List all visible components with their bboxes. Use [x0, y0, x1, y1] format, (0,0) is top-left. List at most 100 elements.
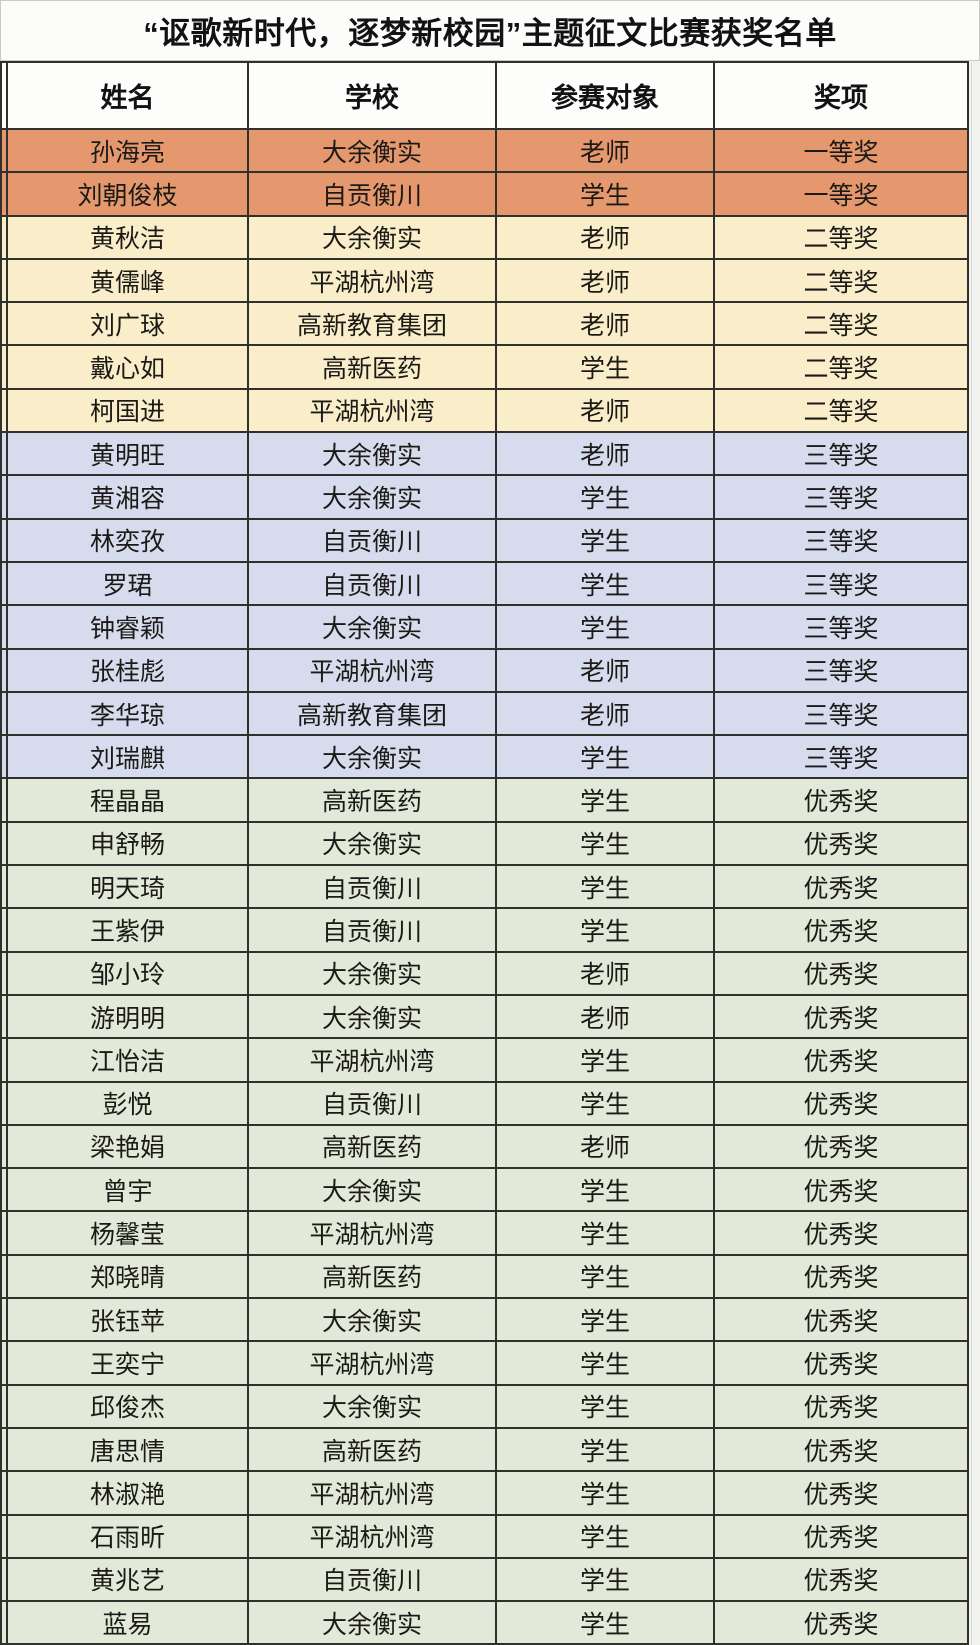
cell-school: 自贡衡川 [247, 1556, 497, 1603]
cell-name: 王奕宁 [6, 1340, 249, 1386]
column-header-role: 参赛对象 [495, 61, 715, 130]
page-title: “讴歌新时代，逐梦新校园”主题征文比赛获奖名单 [0, 0, 980, 61]
cell-award: 优秀奖 [713, 950, 969, 996]
cell-role: 学生 [495, 1253, 715, 1300]
table-row: 张钰苹 大余衡实 学生 优秀奖 [0, 1297, 969, 1343]
cell-role: 老师 [495, 950, 715, 996]
table-row: 刘瑞麒 大余衡实 学生 三等奖 [0, 734, 969, 780]
cell-role: 学生 [495, 734, 715, 780]
table-row: 黄兆艺 自贡衡川 学生 优秀奖 [0, 1556, 969, 1603]
cell-award: 优秀奖 [713, 1513, 969, 1559]
cell-name: 王紫伊 [6, 907, 249, 953]
cell-name: 张钰苹 [6, 1297, 249, 1343]
cell-name: 程晶晶 [6, 777, 249, 823]
cutoff-column-cell [0, 387, 8, 434]
cell-role: 老师 [495, 127, 715, 174]
cell-role: 老师 [495, 301, 715, 347]
table-row: 林淑滟 平湖杭州湾 学生 优秀奖 [0, 1470, 969, 1516]
table-body: 孙海亮 大余衡实 老师 一等奖 刘朝俊枝 自贡衡川 学生 一等奖 黄秋洁 大余衡… [0, 127, 969, 1645]
table-row: 游明明 大余衡实 老师 优秀奖 [0, 993, 969, 1040]
table-row: 林奕孜 自贡衡川 学生 三等奖 [0, 517, 969, 563]
cell-role: 老师 [495, 431, 715, 477]
cell-role: 学生 [495, 1470, 715, 1516]
cell-role: 学生 [495, 474, 715, 520]
next-column-gridline [971, 62, 972, 1645]
cell-school: 大余衡实 [247, 431, 497, 477]
cell-role: 学生 [495, 1210, 715, 1256]
cutoff-column-cell [0, 1123, 8, 1170]
cutoff-column-cell [0, 214, 8, 260]
cutoff-column-cell [0, 690, 8, 737]
cell-role: 学生 [495, 1037, 715, 1083]
cutoff-column-cell [0, 734, 8, 780]
cell-name: 李华琼 [6, 690, 249, 737]
table-row: 石雨昕 平湖杭州湾 学生 优秀奖 [0, 1513, 969, 1559]
cutoff-column-cell [0, 1297, 8, 1343]
cutoff-column-cell [0, 344, 8, 390]
cell-school: 平湖杭州湾 [247, 647, 497, 693]
table-row: 杨馨莹 平湖杭州湾 学生 优秀奖 [0, 1210, 969, 1256]
cutoff-column-cell [0, 604, 8, 650]
table-row: 王紫伊 自贡衡川 学生 优秀奖 [0, 907, 969, 953]
cutoff-column-cell [0, 474, 8, 520]
table-row: 彭悦 自贡衡川 学生 优秀奖 [0, 1080, 969, 1126]
cell-school: 大余衡实 [247, 1297, 497, 1343]
cell-role: 老师 [495, 993, 715, 1040]
table-row: 唐思情 高新医药 学生 优秀奖 [0, 1426, 969, 1473]
cell-school: 自贡衡川 [247, 171, 497, 217]
cell-school: 高新医药 [247, 1123, 497, 1170]
table-row: 程晶晶 高新医药 学生 优秀奖 [0, 777, 969, 823]
cutoff-column-cell [0, 1340, 8, 1386]
cell-role: 老师 [495, 214, 715, 260]
cutoff-column-cell [0, 907, 8, 953]
cell-name: 林奕孜 [6, 517, 249, 563]
cell-name: 刘广球 [6, 301, 249, 347]
cell-role: 学生 [495, 864, 715, 910]
cell-role: 学生 [495, 1513, 715, 1559]
column-header-name: 姓名 [6, 61, 249, 130]
cell-award: 优秀奖 [713, 1556, 969, 1603]
cell-role: 老师 [495, 690, 715, 737]
cutoff-column-cell [0, 820, 8, 867]
cell-name: 曾宇 [6, 1167, 249, 1213]
cell-name: 黄兆艺 [6, 1556, 249, 1603]
cell-role: 学生 [495, 1556, 715, 1603]
cell-name: 石雨昕 [6, 1513, 249, 1559]
cell-role: 学生 [495, 1600, 715, 1645]
table-header: 姓名 学校 参赛对象 奖项 [0, 61, 969, 130]
award-table: 姓名 学校 参赛对象 奖项 孙海亮 大余衡实 老师 一等奖 刘朝俊枝 自贡衡川 … [0, 61, 969, 1645]
cutoff-column-cell [0, 1037, 8, 1083]
cell-role: 老师 [495, 1123, 715, 1170]
cell-award: 优秀奖 [713, 1600, 969, 1645]
cutoff-column-cell [0, 301, 8, 347]
table-row: 申舒畅 大余衡实 学生 优秀奖 [0, 820, 969, 867]
cell-role: 老师 [495, 647, 715, 693]
table-row: 王奕宁 平湖杭州湾 学生 优秀奖 [0, 1340, 969, 1386]
cell-school: 自贡衡川 [247, 1080, 497, 1126]
cell-name: 张桂彪 [6, 647, 249, 693]
cutoff-column-cell [0, 647, 8, 693]
cell-name: 林淑滟 [6, 1470, 249, 1516]
header-row: 姓名 学校 参赛对象 奖项 [0, 61, 969, 130]
cutoff-column-header [0, 61, 8, 130]
table-row: 梁艳娟 高新医药 老师 优秀奖 [0, 1123, 969, 1170]
cell-school: 高新教育集团 [247, 301, 497, 347]
table-row: 钟睿颖 大余衡实 学生 三等奖 [0, 604, 969, 650]
table-row: 刘朝俊枝 自贡衡川 学生 一等奖 [0, 171, 969, 217]
cell-award: 三等奖 [713, 474, 969, 520]
cell-school: 平湖杭州湾 [247, 387, 497, 434]
cell-name: 梁艳娟 [6, 1123, 249, 1170]
cell-school: 高新教育集团 [247, 690, 497, 737]
table-row: 刘广球 高新教育集团 老师 二等奖 [0, 301, 969, 347]
cell-name: 唐思情 [6, 1426, 249, 1473]
cell-school: 平湖杭州湾 [247, 1513, 497, 1559]
cell-school: 自贡衡川 [247, 560, 497, 607]
cell-role: 学生 [495, 1297, 715, 1343]
cell-role: 学生 [495, 777, 715, 823]
table-row: 黄明旺 大余衡实 老师 三等奖 [0, 431, 969, 477]
cell-name: 蓝易 [6, 1600, 249, 1645]
cell-award: 优秀奖 [713, 1253, 969, 1300]
table-row: 江怡洁 平湖杭州湾 学生 优秀奖 [0, 1037, 969, 1083]
table-row: 李华琼 高新教育集团 老师 三等奖 [0, 690, 969, 737]
